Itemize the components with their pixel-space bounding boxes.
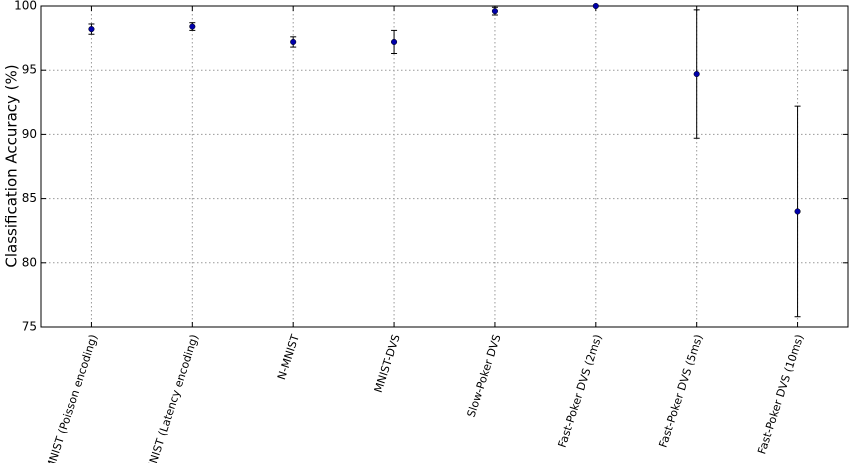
data-point <box>794 208 801 215</box>
y-tick-label: 85 <box>22 191 37 205</box>
x-tick-label: MNIST-DVS <box>372 333 403 394</box>
x-tick-label: Fast-Poker DVS (10ms) <box>755 333 806 456</box>
y-tick-label: 95 <box>22 63 37 77</box>
y-axis-label: Classification Accuracy (%) <box>3 64 21 267</box>
data-point <box>592 2 599 10</box>
y-tick-label: 100 <box>14 0 37 13</box>
x-tick-label: Fast-Poker DVS (5ms) <box>657 333 706 449</box>
x-tick-label: Slow-Poker DVS <box>465 333 504 419</box>
x-tick-label: N-MNIST <box>275 333 302 382</box>
y-tick-label: 90 <box>22 127 37 141</box>
data-point <box>290 38 297 46</box>
plot-frame <box>40 5 849 328</box>
x-tick-label: MNIST (Latency encoding) <box>144 333 201 463</box>
data-point <box>88 26 95 33</box>
data-point <box>189 23 196 30</box>
data-point <box>391 38 398 46</box>
x-tick-label: MNIST (Poisson encoding) <box>44 333 100 463</box>
y-tick-label: 80 <box>22 255 37 269</box>
data-point <box>693 71 700 78</box>
data-point <box>491 8 498 15</box>
y-tick-label: 75 <box>22 320 37 334</box>
x-tick-label: Fast-Poker DVS (2ms) <box>556 333 605 449</box>
